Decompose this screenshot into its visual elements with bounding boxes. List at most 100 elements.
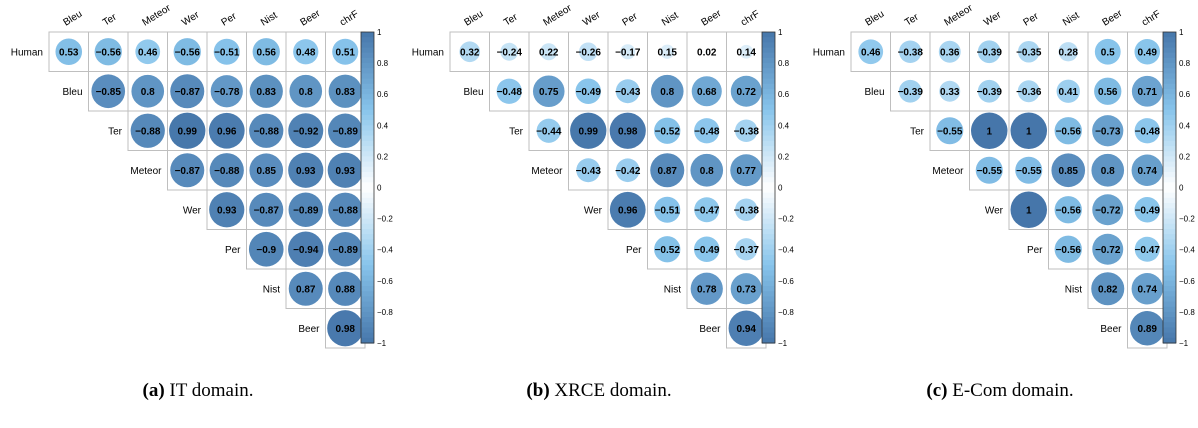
correlation-circle <box>704 49 710 55</box>
correlation-circle <box>975 156 1003 184</box>
colorbar-segment <box>1163 218 1176 225</box>
colorbar-segment <box>1163 120 1176 126</box>
colorbar-segment <box>361 120 374 126</box>
correlation-value: 0.87 <box>296 284 316 295</box>
correlation-circle <box>1131 273 1163 305</box>
correlation-value: 0.8 <box>660 87 674 98</box>
correlation-value: 0.78 <box>697 284 717 295</box>
colorbar-segment <box>361 187 374 194</box>
colorbar-segment <box>361 296 374 303</box>
column-label: Wer <box>581 9 603 28</box>
colorbar-segment <box>1163 104 1176 111</box>
colorbar-segment <box>762 260 775 266</box>
correlation-circle <box>1056 79 1080 103</box>
colorbar-segment <box>762 161 775 168</box>
colorbar-segment <box>762 254 775 261</box>
colorbar-frame <box>761 31 776 344</box>
correlation-chart-it: Bleu Ter Meteor Wer Per Nist Beer chrF Human 0.53… <box>11 2 393 349</box>
colorbar-segment <box>1163 151 1176 157</box>
correlation-circle <box>1092 194 1124 226</box>
colorbar-segment <box>762 68 775 75</box>
colorbar-segment <box>1163 332 1176 339</box>
colorbar-segment <box>1163 78 1176 85</box>
colorbar-segment <box>762 203 775 209</box>
correlation-value: −0.49 <box>694 245 720 256</box>
colorbar-segment <box>361 285 374 292</box>
colorbar-segment <box>762 151 775 157</box>
correlation-value: 0.15 <box>658 47 678 58</box>
colorbar-segment <box>762 140 775 147</box>
caption-label-ecom: (c) <box>926 380 948 401</box>
correlation-circle <box>293 39 319 65</box>
colorbar-segment <box>1163 57 1176 64</box>
correlation-value: 0.32 <box>460 47 480 58</box>
correlation-circle <box>500 42 519 61</box>
row-label: Beer <box>298 324 320 335</box>
correlation-circle <box>1134 118 1160 144</box>
correlation-value: 0.93 <box>296 166 316 177</box>
correlation-circle <box>249 113 284 148</box>
correlation-circle <box>1010 112 1047 149</box>
colorbar-frame <box>1162 31 1177 344</box>
correlation-circle <box>690 153 724 187</box>
row-label: Beer <box>1100 324 1122 335</box>
correlation-value: 0.02 <box>697 47 717 58</box>
correlation-value: 0.53 <box>59 47 79 58</box>
colorbar-segment <box>762 37 775 43</box>
colorbar-segment <box>762 52 775 59</box>
correlation-value: 0.46 <box>861 47 881 58</box>
correlation-circle <box>130 113 165 148</box>
matrix-cell <box>1127 189 1168 230</box>
column-label: Per <box>1022 11 1042 29</box>
correlation-circle <box>939 80 961 102</box>
correlation-value: 0.56 <box>257 47 277 58</box>
caption-label-it: (a) <box>142 380 165 401</box>
colorbar-segment <box>361 254 374 261</box>
correlation-circle <box>654 117 681 144</box>
colorbar-segment <box>762 244 775 251</box>
colorbar-segment <box>1163 52 1176 59</box>
colorbar-segment <box>762 182 775 189</box>
correlation-circle <box>1091 272 1125 306</box>
colorbar-segment <box>1163 156 1176 163</box>
correlation-value: 0.77 <box>737 166 757 177</box>
correlation-circle <box>288 152 324 188</box>
correlation-circle <box>660 44 675 59</box>
column-label: Per <box>220 11 240 29</box>
colorbar-segment <box>762 270 775 277</box>
correlation-value: −0.48 <box>497 87 523 98</box>
correlation-circle <box>249 192 284 227</box>
correlation-value: 0.5 <box>1101 47 1115 58</box>
colorbar-segment <box>361 125 374 132</box>
correlation-value: −0.49 <box>576 87 602 98</box>
colorbar-tick-label: −1 <box>377 339 387 348</box>
correlation-value: 0.98 <box>336 324 356 335</box>
colorbar-segment <box>361 208 374 215</box>
correlation-circle <box>213 38 240 65</box>
colorbar-tick-label: 0.8 <box>377 59 389 68</box>
column-label: Bleu <box>62 9 85 29</box>
caption-label-xrce: (b) <box>526 380 550 401</box>
colorbar-segment <box>1163 285 1176 292</box>
column-label: Ter <box>502 11 520 28</box>
correlation-circle <box>977 40 1001 64</box>
colorbar-segment <box>1163 197 1176 204</box>
colorbar-segment <box>361 109 374 116</box>
correlation-value: 0.49 <box>1138 47 1158 58</box>
correlation-circle <box>288 271 323 306</box>
colorbar-tick-label: 0.8 <box>1179 59 1191 68</box>
column-label: chrF <box>1140 9 1163 29</box>
colorbar-segment <box>361 37 374 43</box>
correlation-value: −0.44 <box>536 126 562 137</box>
colorbar-tick-label: 0.2 <box>778 152 790 161</box>
correlation-value: −0.88 <box>135 126 161 137</box>
colorbar-segment <box>361 146 374 152</box>
correlation-circle <box>288 192 323 227</box>
colorbar-tick-label: 0.6 <box>1179 90 1191 99</box>
correlation-circle <box>1017 40 1040 63</box>
colorbar-segment <box>1163 317 1176 323</box>
colorbar-segment <box>762 99 775 106</box>
colorbar-segment <box>762 265 775 272</box>
colorbar-segment <box>1163 99 1176 106</box>
colorbar-segment <box>361 177 374 183</box>
